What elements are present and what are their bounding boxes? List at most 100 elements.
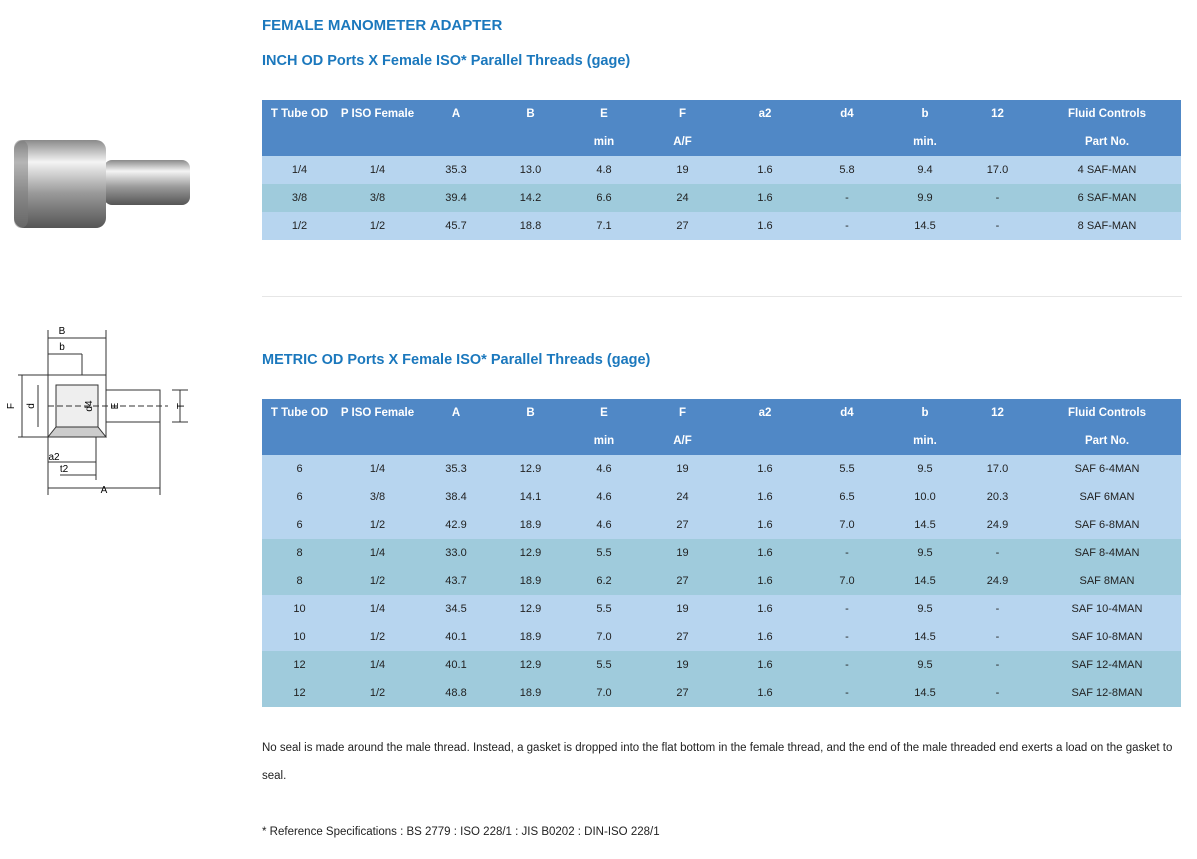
data-cell: 1.6 [724, 623, 806, 651]
data-cell: 6 SAF-MAN [1033, 184, 1181, 212]
data-cell: 4.6 [567, 511, 641, 539]
data-cell: 5.5 [806, 455, 888, 483]
data-cell: 9.5 [888, 455, 962, 483]
data-cell: 6.2 [567, 567, 641, 595]
header-cell [418, 427, 494, 455]
header-cell: min. [888, 427, 962, 455]
diagram-label: d4 [84, 400, 95, 412]
data-cell: 1.6 [724, 212, 806, 240]
data-cell: 17.0 [962, 455, 1033, 483]
data-cell: - [806, 679, 888, 707]
header-cell: F [641, 399, 724, 427]
data-cell: 9.5 [888, 595, 962, 623]
data-cell: - [962, 623, 1033, 651]
header-cell: A/F [641, 128, 724, 156]
data-cell: SAF 12-4MAN [1033, 651, 1181, 679]
header-cell: Fluid Controls [1033, 100, 1181, 128]
data-cell: 1.6 [724, 567, 806, 595]
header-cell [806, 427, 888, 455]
data-cell: - [962, 651, 1033, 679]
data-cell: 4.6 [567, 455, 641, 483]
diagram-label: t2 [60, 464, 69, 475]
data-cell: 6.6 [567, 184, 641, 212]
data-cell: 40.1 [418, 623, 494, 651]
data-row: 10 1/2 40.1 18.9 7.0 27 1.6-14.5- SAF 10-8MAN [262, 623, 1181, 651]
data-cell: 1/4 [337, 595, 418, 623]
diagram-label: A [101, 485, 108, 496]
header-cell: A/F [641, 427, 724, 455]
header-cell: 12 [962, 100, 1033, 128]
data-cell: 1/4 [337, 455, 418, 483]
header-cell: Fluid Controls [1033, 399, 1181, 427]
data-cell: - [962, 184, 1033, 212]
data-cell: SAF 8MAN [1033, 567, 1181, 595]
data-row: 6 3/8 38.4 14.1 4.6 24 1.6 6.5 10.0 20.3 SAF 6MAN [262, 483, 1181, 511]
data-cell: 12 [262, 679, 337, 707]
data-cell: 1/4 [337, 539, 418, 567]
header-cell: a2 [724, 100, 806, 128]
data-cell: SAF 10-8MAN [1033, 623, 1181, 651]
header-cell [418, 128, 494, 156]
data-cell: SAF 8-4MAN [1033, 539, 1181, 567]
data-cell: 35.3 [418, 455, 494, 483]
data-cell: 9.4 [888, 156, 962, 184]
data-cell: 24 [641, 184, 724, 212]
header-cell: b [888, 399, 962, 427]
diagram-label: B [59, 326, 66, 337]
header-cell: T Tube OD [262, 399, 337, 427]
data-cell: 27 [641, 212, 724, 240]
header-cell: B [494, 399, 567, 427]
header-cell: B [494, 100, 567, 128]
data-row: 6 1/4 35.3 12.9 4.6 19 1.6 5.5 9.5 17.0 SAF 6-4MAN [262, 455, 1181, 483]
data-cell: - [962, 539, 1033, 567]
data-cell: 1/4 [337, 651, 418, 679]
data-cell: - [962, 212, 1033, 240]
data-cell: 1.6 [724, 539, 806, 567]
data-cell: - [806, 539, 888, 567]
header-cell [724, 128, 806, 156]
header-cell [962, 128, 1033, 156]
data-cell: 4.6 [567, 483, 641, 511]
note: * Reference Specifications : BS 2779 : I… [262, 826, 660, 838]
data-cell: 3/8 [262, 184, 337, 212]
data-cell: 14.5 [888, 679, 962, 707]
data-cell: 19 [641, 156, 724, 184]
data-cell: 5.5 [567, 595, 641, 623]
data-cell: 12.9 [494, 651, 567, 679]
header-cell: min [567, 128, 641, 156]
diagram-label: E [110, 402, 121, 409]
data-cell: 38.4 [418, 483, 494, 511]
data-cell: 8 SAF-MAN [1033, 212, 1181, 240]
data-cell: 5.5 [567, 539, 641, 567]
data-cell: 14.1 [494, 483, 567, 511]
data-cell: 12.9 [494, 539, 567, 567]
header-cell: E [567, 100, 641, 128]
header-cell [262, 427, 337, 455]
data-cell: 35.3 [418, 156, 494, 184]
header-cell: 12 [962, 399, 1033, 427]
data-row: 6 1/2 42.9 18.9 4.6 27 1.6 7.0 14.5 24.9 SAF 6-8MA… [262, 511, 1181, 539]
header-cell: A [418, 399, 494, 427]
header-cell [494, 427, 567, 455]
data-cell: - [806, 651, 888, 679]
header-row: min A/F min. Part No. [262, 427, 1181, 455]
diagram-label: b [59, 342, 65, 353]
data-cell: 1.6 [724, 595, 806, 623]
data-cell: 27 [641, 567, 724, 595]
header-cell: a2 [724, 399, 806, 427]
data-cell: 27 [641, 623, 724, 651]
header-cell: P ISO Female [337, 399, 418, 427]
data-cell: 6 [262, 511, 337, 539]
header-cell: Part No. [1033, 427, 1181, 455]
data-cell: 19 [641, 455, 724, 483]
data-cell: 6 [262, 483, 337, 511]
diagram-label: d [26, 403, 37, 409]
data-cell: SAF 10-4MAN [1033, 595, 1181, 623]
data-cell: 12 [262, 651, 337, 679]
data-cell: 27 [641, 679, 724, 707]
data-cell: 9.5 [888, 539, 962, 567]
data-cell: 48.8 [418, 679, 494, 707]
